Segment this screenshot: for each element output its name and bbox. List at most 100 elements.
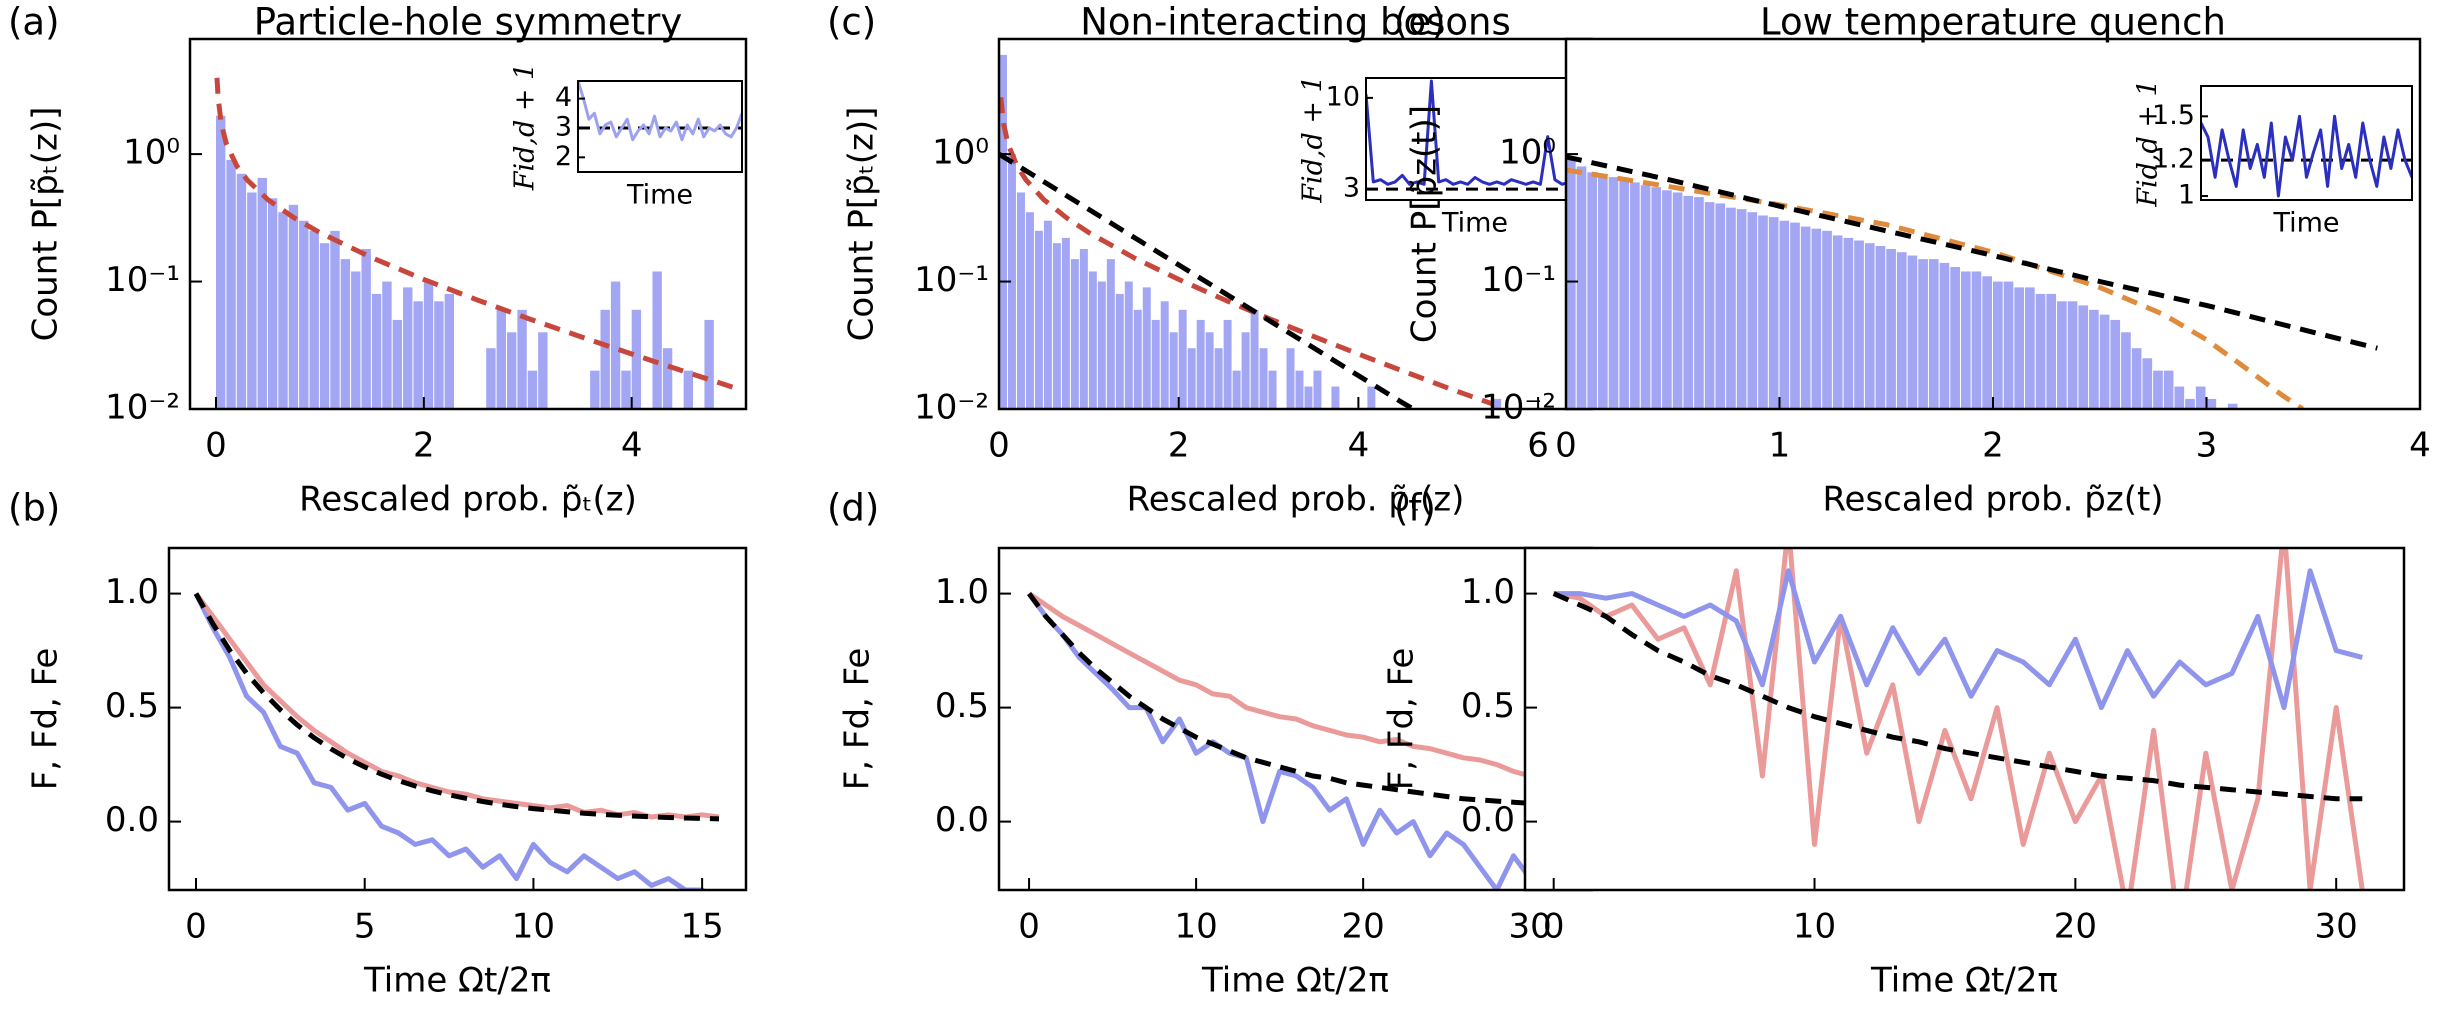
x-tick-label: 3 bbox=[2196, 426, 2218, 466]
x-tick-label: 4 bbox=[621, 426, 643, 466]
x-tick-label: 0 bbox=[205, 426, 227, 466]
histogram-bar bbox=[527, 370, 538, 409]
histogram-bar bbox=[1918, 259, 1928, 409]
histogram-bar bbox=[2089, 309, 2099, 409]
data-line bbox=[2201, 114, 2412, 198]
histogram-bar bbox=[1097, 281, 1106, 409]
y-tick-label: 10⁻¹ bbox=[105, 260, 180, 300]
y-tick-label: 1.0 bbox=[105, 572, 159, 612]
histogram-bar bbox=[1079, 249, 1088, 409]
histogram-bar bbox=[2078, 305, 2089, 409]
histogram-bar bbox=[1715, 203, 1726, 409]
x-axis-label: Rescaled prob. p̃z(t) bbox=[1822, 480, 2163, 520]
histogram-bar bbox=[1106, 259, 1115, 409]
data-line bbox=[1553, 548, 2365, 890]
plot-area bbox=[1566, 154, 2378, 409]
plot-area bbox=[1366, 79, 1584, 191]
histogram-bar bbox=[1619, 180, 1630, 409]
histogram-bar bbox=[1672, 192, 1683, 409]
histogram-bar bbox=[2121, 332, 2131, 409]
x-tick-label: 10 bbox=[512, 907, 555, 947]
x-tick-label: 1 bbox=[1769, 426, 1791, 466]
x-axis-label: Time Ωt/2π bbox=[1870, 961, 2058, 1001]
panel-label: (d) bbox=[827, 487, 879, 530]
histogram-bar bbox=[999, 54, 1007, 409]
histogram-bar bbox=[1694, 197, 1704, 409]
histogram-bar bbox=[1800, 226, 1811, 409]
histogram-bar bbox=[1886, 249, 1896, 409]
x-tick-label: 4 bbox=[1348, 426, 1370, 466]
x-tick-label: 0 bbox=[1018, 907, 1040, 947]
panel-title: Particle-hole symmetry bbox=[254, 1, 683, 44]
inset-y-label: Fid,d + 1 bbox=[1298, 75, 1329, 204]
data-line bbox=[578, 81, 742, 142]
plot-area bbox=[2201, 114, 2412, 198]
histogram-bar bbox=[1982, 276, 1992, 409]
y-tick-label: 10⁻² bbox=[914, 388, 989, 428]
x-tick-label: 10 bbox=[1174, 907, 1217, 947]
y-tick-label: 10⁰ bbox=[932, 133, 989, 173]
histogram-bar bbox=[2206, 398, 2217, 409]
x-axis-label: Time Ωt/2π bbox=[363, 961, 551, 1001]
histogram-bar bbox=[1142, 287, 1151, 409]
inset-y-label: Fid,d + 1 bbox=[2133, 79, 2164, 208]
y-tick-label: 0.0 bbox=[105, 800, 159, 840]
axes-frame bbox=[167, 546, 748, 892]
y-tick-label: 0.5 bbox=[935, 686, 989, 726]
histogram-bar bbox=[1651, 187, 1662, 409]
data-line bbox=[1027, 591, 1549, 794]
histogram-bar bbox=[517, 309, 527, 409]
histogram-bar bbox=[434, 301, 444, 409]
histogram-bar bbox=[1088, 271, 1097, 409]
inset-y-label: Fid,d + 1 bbox=[510, 63, 541, 192]
histogram-bar bbox=[1726, 207, 1736, 409]
panel-label: (e) bbox=[1394, 1, 1446, 44]
x-tick-label: 0 bbox=[1543, 907, 1565, 947]
histogram-bar bbox=[1608, 177, 1619, 409]
y-axis-label: F, Fd, Fe bbox=[26, 648, 66, 791]
histogram-bar bbox=[1864, 243, 1875, 409]
x-axis-label: Rescaled prob. p̃ₜ(z) bbox=[1127, 480, 1465, 520]
y-tick-label: 10⁰ bbox=[123, 133, 180, 173]
histogram-bar bbox=[1747, 212, 1758, 409]
y-tick-label: 1.0 bbox=[1461, 572, 1515, 612]
histogram-bar bbox=[371, 293, 382, 409]
histogram-bar bbox=[319, 243, 330, 409]
x-tick-label: 0 bbox=[1555, 426, 1577, 466]
histogram-bar bbox=[1214, 348, 1223, 409]
histogram-bar bbox=[340, 259, 351, 409]
histogram-bar bbox=[1232, 370, 1241, 409]
histogram-bar bbox=[1070, 259, 1079, 409]
y-tick-label: 1 bbox=[2178, 180, 2195, 211]
inset-x-label: Time bbox=[2272, 208, 2339, 239]
histogram-bar bbox=[1875, 246, 1886, 409]
histogram-bar bbox=[2174, 386, 2185, 409]
histogram-bar bbox=[2142, 358, 2153, 409]
axes-frame bbox=[577, 80, 743, 173]
histogram-bar bbox=[1779, 220, 1790, 409]
y-axis-label: F, Fd, Fe bbox=[838, 648, 878, 791]
fit-curve bbox=[999, 151, 1414, 409]
histogram-bar bbox=[2227, 403, 2238, 409]
histogram-bar bbox=[236, 173, 247, 409]
y-tick-label: 10⁻¹ bbox=[1481, 260, 1556, 300]
data-line bbox=[193, 592, 707, 890]
histogram-bar bbox=[1960, 271, 1971, 409]
histogram-bar bbox=[704, 319, 714, 409]
y-axis-label: Count P[p̃z(t)] bbox=[1405, 105, 1445, 343]
data-line bbox=[193, 592, 720, 820]
histogram-bar bbox=[288, 204, 299, 409]
histogram-bar bbox=[2014, 287, 2025, 409]
histogram-bar bbox=[1598, 173, 1608, 409]
histogram-bar bbox=[1286, 348, 1295, 409]
histogram-bar bbox=[2131, 348, 2142, 409]
histogram-bar bbox=[1151, 319, 1160, 409]
plot-area bbox=[578, 81, 742, 142]
inset-x-label: Time bbox=[1441, 208, 1508, 239]
histogram-bar bbox=[2099, 314, 2110, 409]
histogram-bar bbox=[247, 192, 257, 409]
histogram-bar bbox=[1241, 332, 1250, 409]
histogram-bar bbox=[1736, 209, 1747, 409]
fit-curve bbox=[1552, 591, 2363, 802]
